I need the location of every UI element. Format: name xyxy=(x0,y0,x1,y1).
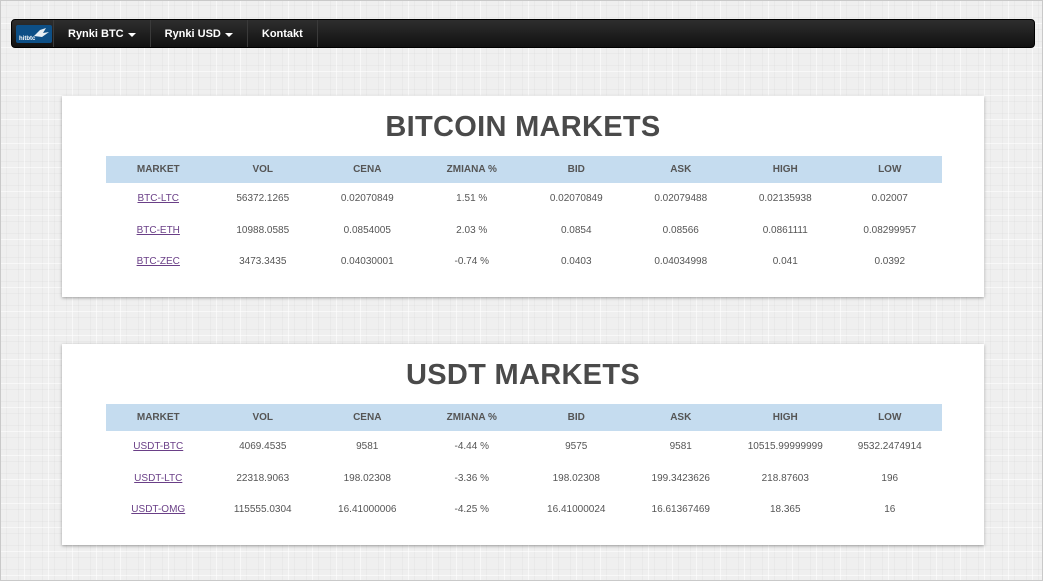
table-row: USDT-BTC 4069.4535 9581 -4.44 % 9575 958… xyxy=(106,431,942,463)
col-low-header: LOW xyxy=(837,156,942,183)
high-cell: 0.02135938 xyxy=(758,193,812,205)
cena-cell: 0.02070849 xyxy=(340,193,394,205)
zmiana-cell: -4.25 % xyxy=(454,504,489,516)
col-market-header: MARKET xyxy=(106,404,211,431)
low-cell: 16 xyxy=(884,504,896,516)
market-link-usdt-ltc[interactable]: USDT-LTC xyxy=(134,472,183,484)
nav-rynki-btc-label: Rynki BTC xyxy=(68,27,124,40)
table-row: USDT-OMG 115555.0304 16.41000006 -4.25 %… xyxy=(106,494,942,526)
low-cell: 0.08299957 xyxy=(863,224,917,236)
high-cell: 0.0861111 xyxy=(762,224,808,236)
usdt-markets-table: MARKET VOL CENA ZMIANA % BID ASK HIGH LO… xyxy=(106,404,942,526)
ask-cell: 199.3423626 xyxy=(651,472,710,484)
col-low-header: LOW xyxy=(837,404,942,431)
table-row: USDT-LTC 22318.9063 198.02308 -3.36 % 19… xyxy=(106,463,942,495)
brand-logo-link[interactable]: hitbtc xyxy=(12,20,54,47)
market-link-btc-ltc[interactable]: BTC-LTC xyxy=(137,193,179,205)
col-bid-header: BID xyxy=(524,404,629,431)
vol-cell: 10988.0585 xyxy=(236,224,290,236)
vol-cell: 4069.4535 xyxy=(239,441,287,453)
col-zmiana-header: ZMIANA % xyxy=(419,404,524,431)
vol-cell: 56372.1265 xyxy=(236,193,290,205)
table-row: BTC-LTC 56372.1265 0.02070849 1.51 % 0.0… xyxy=(106,183,942,215)
usdt-markets-panel: USDT MARKETS MARKET VOL CENA ZMIANA % BI… xyxy=(62,344,984,545)
bid-cell: 0.0403 xyxy=(560,256,592,268)
low-cell: 0.0392 xyxy=(874,256,906,268)
table-row: BTC-ETH 10988.0585 0.0854005 2.03 % 0.08… xyxy=(106,215,942,247)
table-header-row: MARKET VOL CENA ZMIANA % BID ASK HIGH LO… xyxy=(106,404,942,431)
market-cell: BTC-ETH xyxy=(106,215,211,247)
ask-cell: 9581 xyxy=(669,441,692,453)
vol-cell: 22318.9063 xyxy=(236,472,290,484)
ask-cell: 0.08566 xyxy=(662,224,699,236)
top-navbar: hitbtc Rynki BTC Rynki USD Kontakt xyxy=(11,19,1035,48)
cena-cell: 0.0854005 xyxy=(343,224,391,236)
col-ask-header: ASK xyxy=(628,156,733,183)
col-vol-header: VOL xyxy=(210,404,315,431)
bid-cell: 9575 xyxy=(565,441,588,453)
col-bid-header: BID xyxy=(524,156,629,183)
cena-cell: 16.41000006 xyxy=(338,504,397,516)
nav-kontakt[interactable]: Kontakt xyxy=(248,20,318,47)
col-high-header: HIGH xyxy=(733,404,838,431)
nav-rynki-usd[interactable]: Rynki USD xyxy=(151,20,248,47)
col-vol-header: VOL xyxy=(210,156,315,183)
col-high-header: HIGH xyxy=(733,156,838,183)
low-cell: 0.02007 xyxy=(871,193,908,205)
ask-cell: 0.02079488 xyxy=(654,193,708,205)
col-zmiana-header: ZMIANA % xyxy=(419,156,524,183)
col-cena-header: CENA xyxy=(315,404,420,431)
bid-cell: 198.02308 xyxy=(552,472,600,484)
table-row: BTC-ZEC 3473.3435 0.04030001 -0.74 % 0.0… xyxy=(106,246,942,278)
market-cell: BTC-LTC xyxy=(106,183,211,215)
high-cell: 18.365 xyxy=(769,504,801,516)
high-cell: 10515.99999999 xyxy=(747,441,823,453)
high-cell: 0.041 xyxy=(772,256,798,268)
nav-rynki-btc[interactable]: Rynki BTC xyxy=(54,20,151,47)
vol-cell: 115555.0304 xyxy=(233,504,292,516)
bid-cell: 16.41000024 xyxy=(547,504,606,516)
market-cell: USDT-OMG xyxy=(106,494,211,526)
caret-down-icon xyxy=(127,32,136,37)
cena-cell: 198.02308 xyxy=(343,472,391,484)
table-header-row: MARKET VOL CENA ZMIANA % BID ASK HIGH LO… xyxy=(106,156,942,183)
nav-kontakt-label: Kontakt xyxy=(261,27,303,40)
bid-cell: 0.02070849 xyxy=(549,193,603,205)
usdt-markets-title: USDT MARKETS xyxy=(406,359,640,391)
market-cell: USDT-BTC xyxy=(106,431,211,463)
zmiana-cell: -4.44 % xyxy=(454,441,489,453)
ask-cell: 0.04034998 xyxy=(654,256,708,268)
bitcoin-markets-title: BITCOIN MARKETS xyxy=(385,111,661,143)
low-cell: 9532.2474914 xyxy=(857,441,922,453)
market-link-btc-zec[interactable]: BTC-ZEC xyxy=(136,256,180,268)
market-link-usdt-omg[interactable]: USDT-OMG xyxy=(131,504,186,516)
logo-text: hitbtc xyxy=(19,36,36,42)
bitcoin-markets-table: MARKET VOL CENA ZMIANA % BID ASK HIGH LO… xyxy=(106,156,942,278)
col-cena-header: CENA xyxy=(315,156,420,183)
caret-down-icon xyxy=(224,32,233,37)
nav-rynki-usd-label: Rynki USD xyxy=(164,27,221,40)
zmiana-cell: 1.51 % xyxy=(456,193,488,205)
high-cell: 218.87603 xyxy=(761,472,809,484)
market-cell: BTC-ZEC xyxy=(106,246,211,278)
cena-cell: 9581 xyxy=(356,441,379,453)
zmiana-cell: -3.36 % xyxy=(454,472,489,484)
zmiana-cell: -0.74 % xyxy=(454,256,489,268)
bitcoin-markets-panel: BITCOIN MARKETS MARKET VOL CENA ZMIANA %… xyxy=(62,96,984,297)
ask-cell: 16.61367469 xyxy=(651,504,710,516)
low-cell: 196 xyxy=(881,472,899,484)
col-market-header: MARKET xyxy=(106,156,211,183)
market-link-btc-eth[interactable]: BTC-ETH xyxy=(136,224,180,236)
zmiana-cell: 2.03 % xyxy=(456,224,488,236)
cena-cell: 0.04030001 xyxy=(340,256,394,268)
hitbtc-logo: hitbtc xyxy=(15,24,52,43)
market-link-usdt-btc[interactable]: USDT-BTC xyxy=(133,441,184,453)
market-cell: USDT-LTC xyxy=(106,463,211,495)
bid-cell: 0.0854 xyxy=(560,224,592,236)
col-ask-header: ASK xyxy=(628,404,733,431)
vol-cell: 3473.3435 xyxy=(239,256,287,268)
